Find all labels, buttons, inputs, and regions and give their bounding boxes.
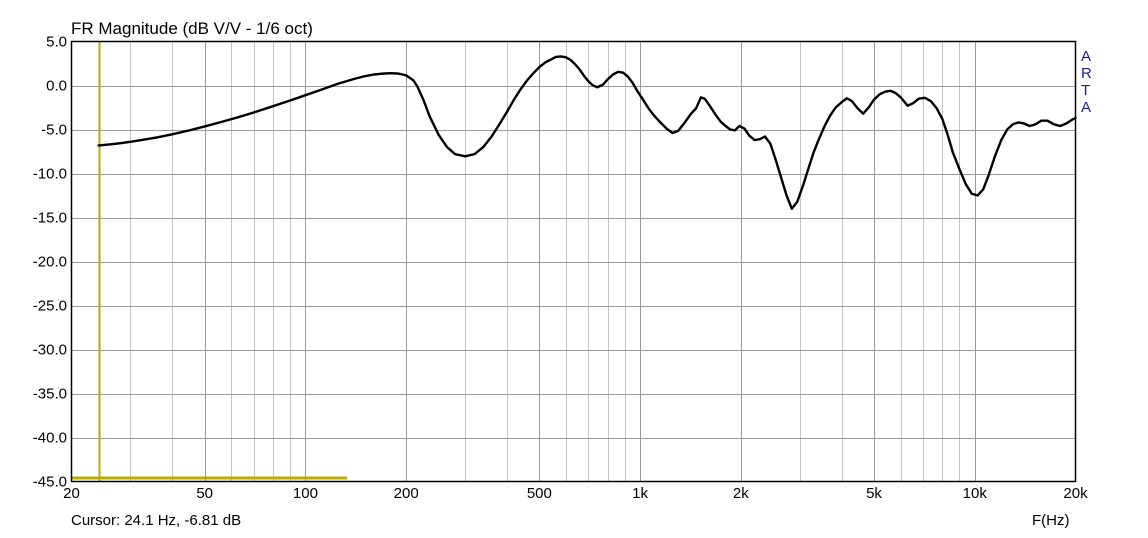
fr-magnitude-curve: [97, 55, 1077, 210]
y-axis-tick-label: -5.0: [41, 121, 67, 138]
y-axis-tick-label: 0.0: [46, 77, 67, 94]
x-axis-tick-label: 100: [292, 485, 318, 502]
grid-lines-major-x: [205, 41, 976, 482]
arta-watermark: A R T A: [1081, 48, 1092, 116]
x-axis-tick-label: 5k: [866, 485, 882, 502]
y-axis-tick-label: -25.0: [32, 297, 67, 314]
y-axis-tick-label: -10.0: [32, 165, 67, 182]
y-axis-tick-label: -20.0: [32, 253, 67, 270]
plot-frame: [70, 40, 1077, 483]
x-axis-tick-label: 200: [393, 485, 419, 502]
y-axis-tick-label: -45.0: [32, 473, 67, 490]
plot-border: [70, 40, 1077, 483]
chart-title: FR Magnitude (dB V/V - 1/6 oct): [71, 19, 313, 38]
y-axis-tick-label: 5.0: [46, 33, 67, 50]
x-axis-tick-label: 2k: [732, 485, 749, 502]
y-axis-tick-label: -30.0: [32, 341, 67, 358]
x-axis-tick-label: 20k: [1063, 485, 1088, 502]
grid-lines-major-y: [71, 86, 1076, 439]
grid-lines-minor: [130, 41, 960, 482]
x-axis-tick-label: 20: [63, 485, 80, 502]
x-axis-tick-label: 50: [196, 485, 214, 502]
x-axis-tick-label: 10k: [962, 485, 987, 502]
y-axis-tick-label: -15.0: [32, 209, 67, 226]
y-axis-tick-label: -40.0: [32, 429, 67, 446]
x-axis-tick-label: 500: [526, 485, 552, 502]
x-axis-tick-label: 1k: [632, 485, 648, 502]
y-axis-tick-label: -35.0: [32, 385, 67, 402]
cursor-readout: Cursor: 24.1 Hz, -6.81 dB: [71, 512, 242, 529]
fr-magnitude-trace[interactable]: [97, 55, 1077, 210]
x-axis-title: F(Hz): [1032, 512, 1070, 529]
